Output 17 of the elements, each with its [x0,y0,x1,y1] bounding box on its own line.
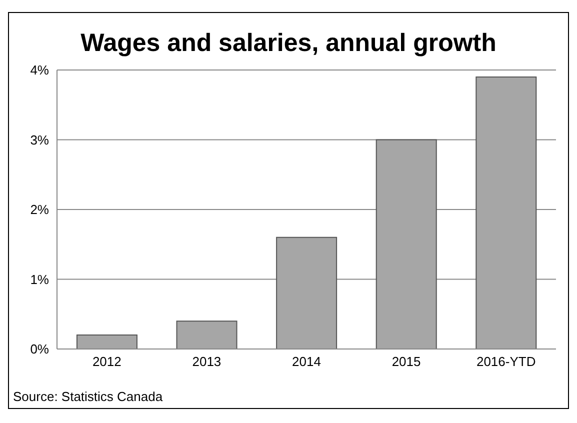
x-tick-label: 2015 [392,354,421,370]
x-tick-label: 2014 [292,354,321,370]
chart-title: Wages and salaries, annual growth [80,29,498,58]
x-tick-label: 2013 [192,354,222,370]
y-tick-label: 2% [30,202,50,218]
y-tick-label: 1% [30,272,50,287]
y-tick-label: 4% [30,62,50,78]
y-tick-label: 0% [30,342,50,357]
y-tick-label: 3% [30,132,50,148]
x-tick-label: 2012 [92,354,122,370]
bar [176,320,238,349]
bar [276,236,338,349]
x-tick-label: 2016-YTD [476,354,536,370]
source-note: Source: Statistics Canada [13,389,163,404]
bar [376,139,437,349]
bar [76,334,138,349]
bar [476,76,537,349]
